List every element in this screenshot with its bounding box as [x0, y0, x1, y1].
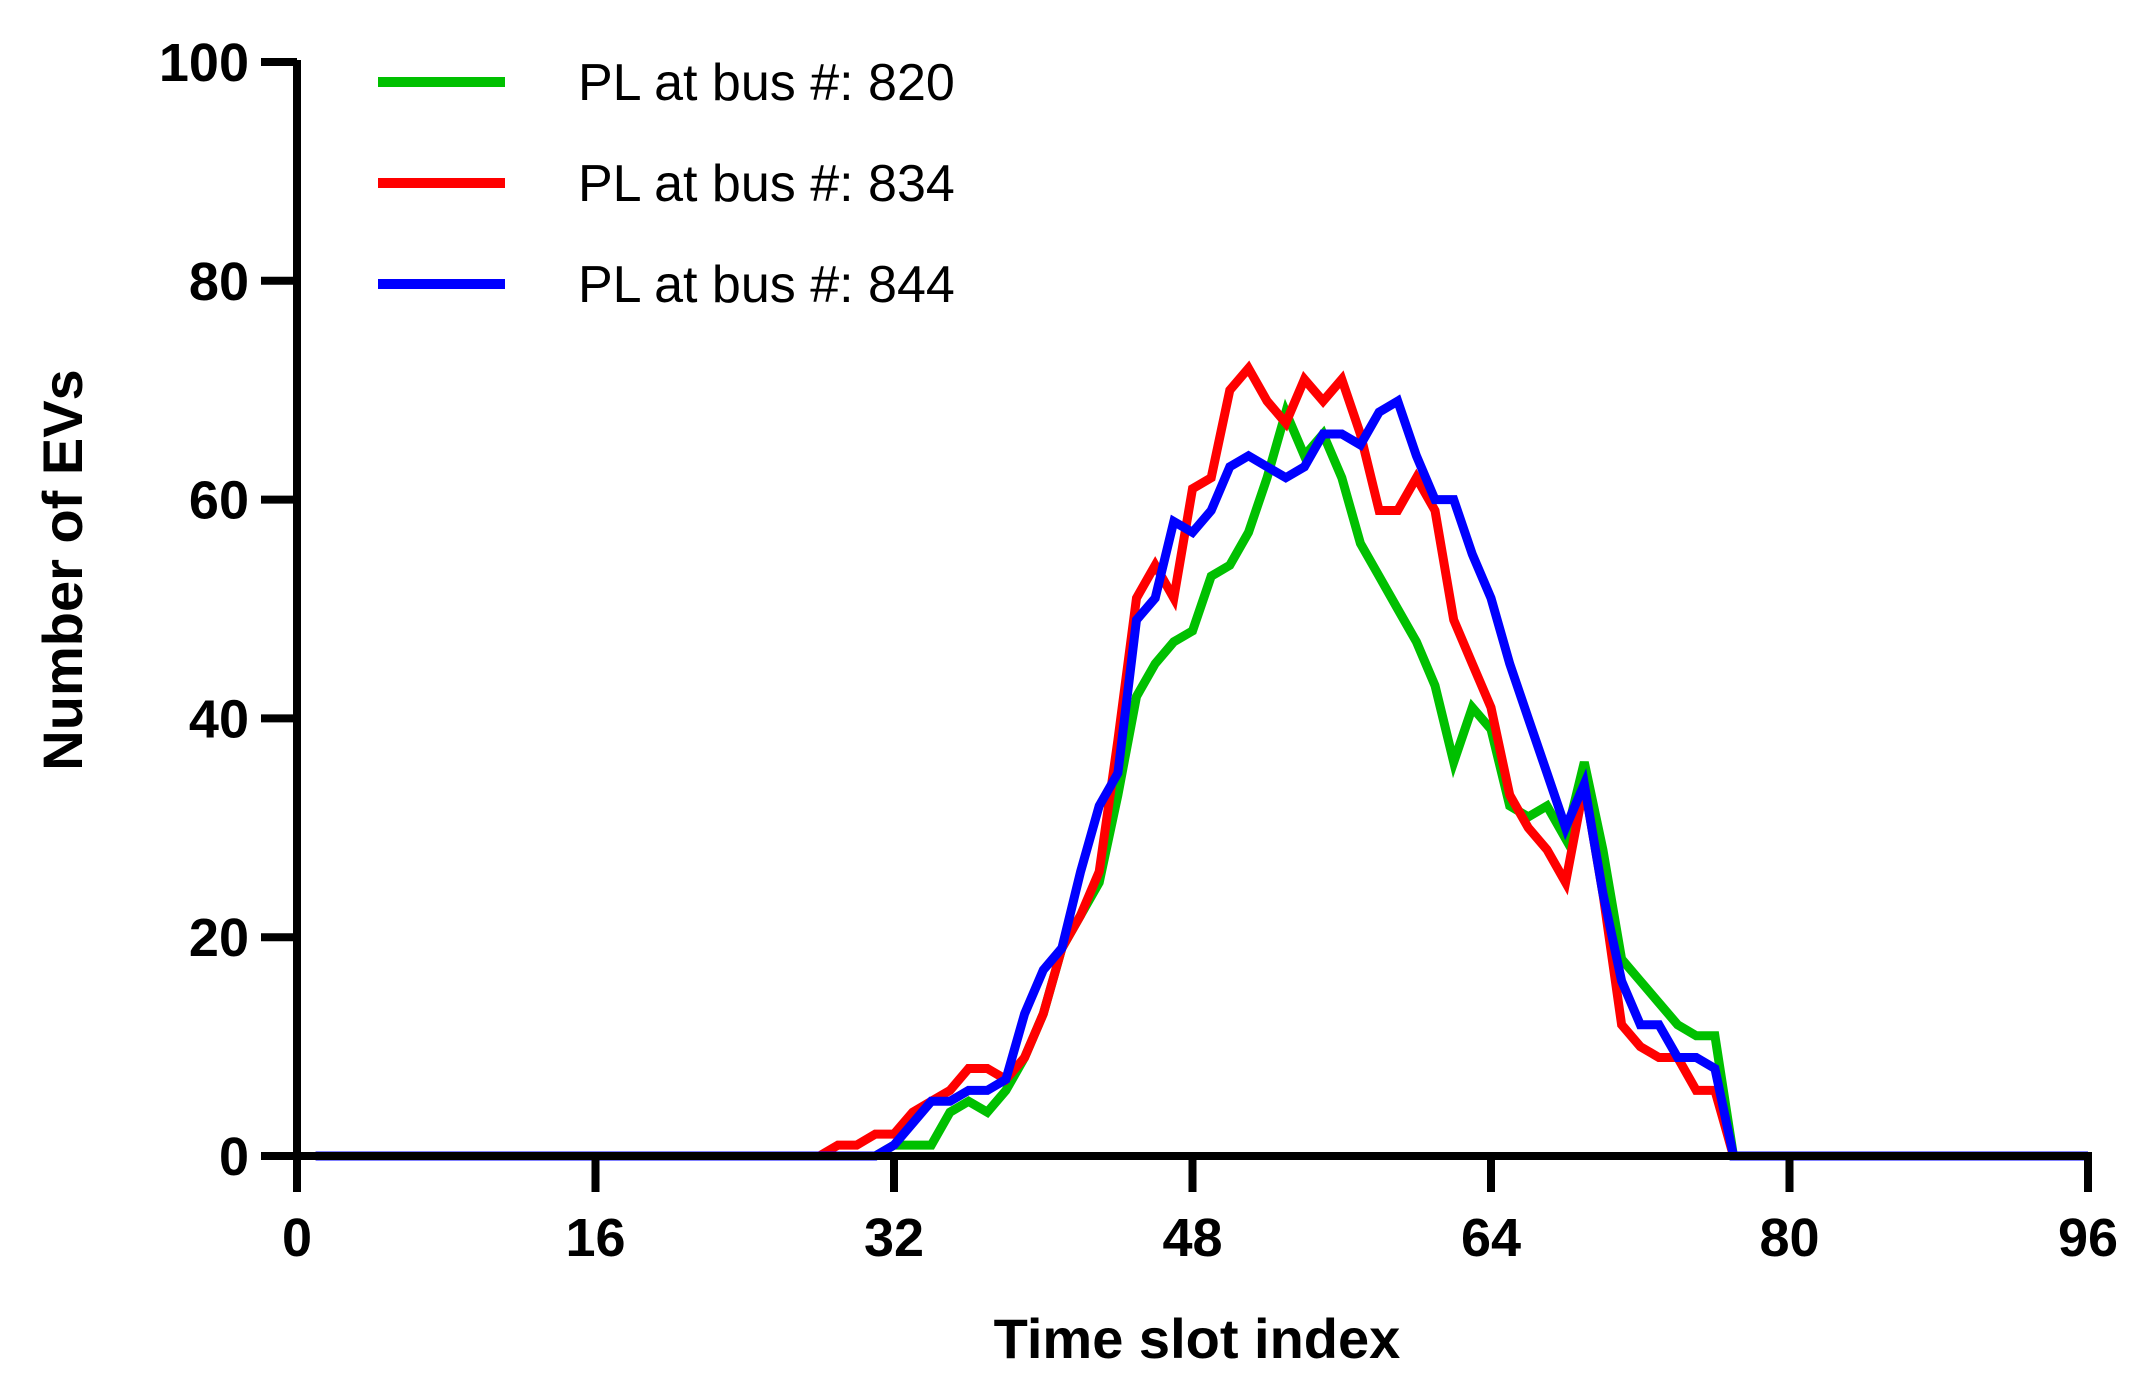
series-line-2 [315, 360, 2088, 1161]
x-tick-label: 16 [565, 1208, 625, 1268]
series-line-3 [315, 394, 2088, 1161]
legend-label-2: PL at bus #: 834 [578, 155, 955, 213]
x-tick-label: 64 [1461, 1208, 1521, 1268]
y-tick-label: 40 [189, 689, 249, 749]
x-tick-label: 80 [1759, 1208, 1819, 1268]
x-tick-label: 32 [864, 1208, 924, 1268]
y-tick-label: 20 [189, 908, 249, 968]
legend: PL at bus #: 820 PL at bus #: 834 PL at bu… [378, 54, 955, 314]
legend-label-1: PL at bus #: 820 [578, 54, 955, 112]
legend-label-3: PL at bus #: 844 [578, 256, 955, 314]
y-tick-label: 100 [159, 33, 249, 93]
x-tick-label: 0 [282, 1208, 312, 1268]
axes: 0 20 40 60 80 100 0 16 32 48 64 80 96 [159, 33, 2118, 1268]
series-layer [315, 360, 2088, 1161]
y-tick-label: 0 [219, 1127, 249, 1187]
x-tick-label: 48 [1162, 1208, 1222, 1268]
y-tick-label: 60 [189, 471, 249, 531]
y-tick-label: 80 [189, 252, 249, 312]
x-axis-title: Time slot index [994, 1307, 1401, 1370]
x-tick-label: 96 [2058, 1208, 2118, 1268]
y-axis-title: Number of EVs [31, 369, 94, 770]
